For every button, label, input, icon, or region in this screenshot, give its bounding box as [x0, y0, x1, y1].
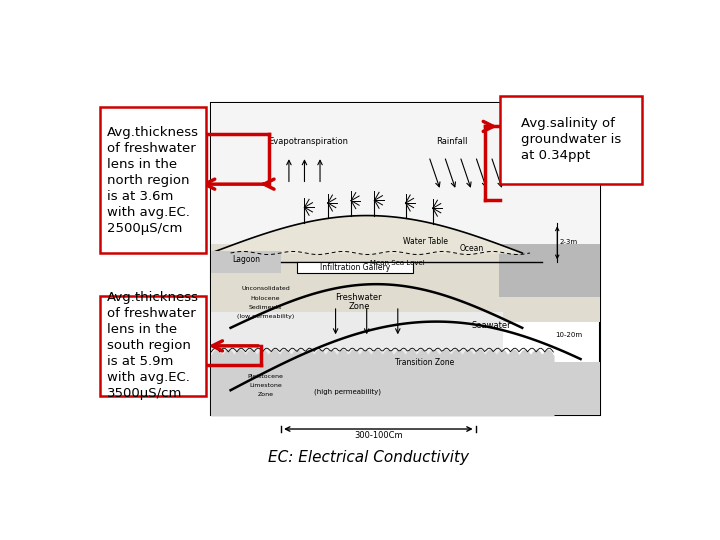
Text: Unconsolidated: Unconsolidated — [241, 286, 290, 292]
Text: Limestone: Limestone — [249, 383, 282, 388]
Text: Avg.salinity of
groundwater is
at 0.34ppt: Avg.salinity of groundwater is at 0.34pp… — [521, 117, 621, 163]
Bar — [99, 107, 206, 253]
Text: Water Table: Water Table — [402, 237, 448, 246]
Text: (low permeability): (low permeability) — [237, 314, 294, 320]
Bar — [297, 262, 413, 273]
Bar — [211, 103, 600, 415]
Text: Evapotranspiration: Evapotranspiration — [269, 137, 348, 146]
Text: Zone: Zone — [258, 393, 274, 397]
Bar — [211, 362, 600, 415]
Text: Sediments: Sediments — [249, 305, 282, 310]
Text: Infiltration Gallery: Infiltration Gallery — [320, 264, 390, 272]
Text: Ocean: Ocean — [459, 245, 484, 253]
Polygon shape — [211, 215, 522, 253]
Text: Seawater: Seawater — [472, 321, 511, 330]
Text: Rainfall: Rainfall — [436, 137, 468, 146]
Bar — [500, 96, 642, 184]
Bar — [499, 244, 600, 296]
Text: Holocene: Holocene — [251, 296, 280, 301]
Text: Avg.thickness
of freshwater
lens in the
south region
is at 5.9m
with avg.EC.
350: Avg.thickness of freshwater lens in the … — [107, 292, 199, 400]
Text: 300-100Cm: 300-100Cm — [354, 431, 402, 440]
Bar — [211, 252, 281, 273]
Bar — [99, 296, 206, 396]
Text: Transition Zone: Transition Zone — [395, 358, 454, 367]
Text: Mean Sea Level: Mean Sea Level — [370, 260, 426, 266]
Text: 10-20m: 10-20m — [555, 332, 582, 338]
Text: Zone: Zone — [348, 302, 369, 311]
Bar — [211, 312, 503, 368]
Text: Pleistocene: Pleistocene — [248, 374, 284, 379]
Text: Avg.thickness
of freshwater
lens in the
north region
is at 3.6m
with avg.EC.
250: Avg.thickness of freshwater lens in the … — [107, 126, 199, 235]
Bar — [211, 103, 600, 253]
Bar — [211, 244, 600, 322]
Text: Lagoon: Lagoon — [232, 255, 260, 265]
Text: 2-3m: 2-3m — [560, 239, 578, 245]
Text: EC: Electrical Conductivity: EC: Electrical Conductivity — [269, 450, 469, 465]
Text: Freshwater: Freshwater — [336, 293, 382, 302]
Text: (high permeability): (high permeability) — [314, 388, 381, 395]
